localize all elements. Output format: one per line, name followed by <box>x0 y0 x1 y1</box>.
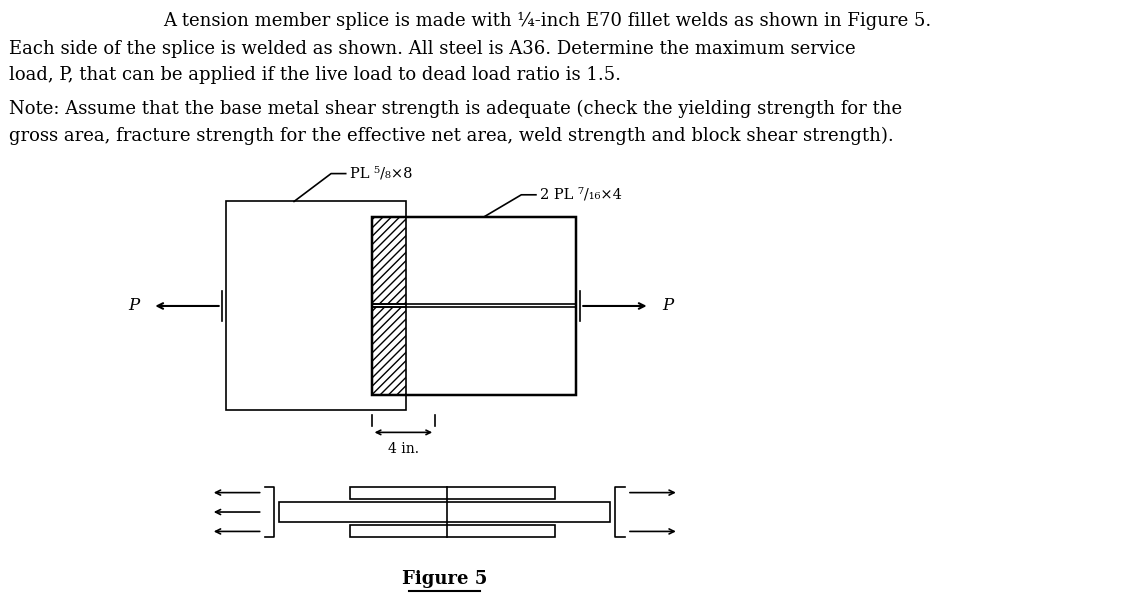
Text: P: P <box>663 297 673 314</box>
Text: Note: Assume that the base metal shear strength is adequate (check the yielding : Note: Assume that the base metal shear s… <box>9 100 903 118</box>
Bar <box>225 201 406 410</box>
Bar <box>372 308 406 395</box>
Bar <box>350 525 554 537</box>
Bar <box>350 487 554 499</box>
Bar <box>372 217 406 305</box>
Text: gross area, fracture strength for the effective net area, weld strength and bloc: gross area, fracture strength for the ef… <box>9 127 894 145</box>
Text: Figure 5: Figure 5 <box>402 570 488 588</box>
Bar <box>372 217 576 305</box>
Text: PL ⁵/₈×8: PL ⁵/₈×8 <box>349 166 412 180</box>
Text: 4 in.: 4 in. <box>388 442 419 456</box>
Text: A tension member splice is made with ¼-inch E70 fillet welds as shown in Figure : A tension member splice is made with ¼-i… <box>163 13 931 31</box>
Text: P: P <box>128 297 140 314</box>
Text: load, P, that can be applied if the live load to dead load ratio is 1.5.: load, P, that can be applied if the live… <box>9 66 621 84</box>
Bar <box>279 502 611 522</box>
Bar <box>372 308 576 395</box>
Text: 2 PL ⁷/₁₆×4: 2 PL ⁷/₁₆×4 <box>540 188 622 202</box>
Bar <box>372 217 576 395</box>
Text: Each side of the splice is welded as shown. All steel is A36. Determine the maxi: Each side of the splice is welded as sho… <box>9 40 855 58</box>
